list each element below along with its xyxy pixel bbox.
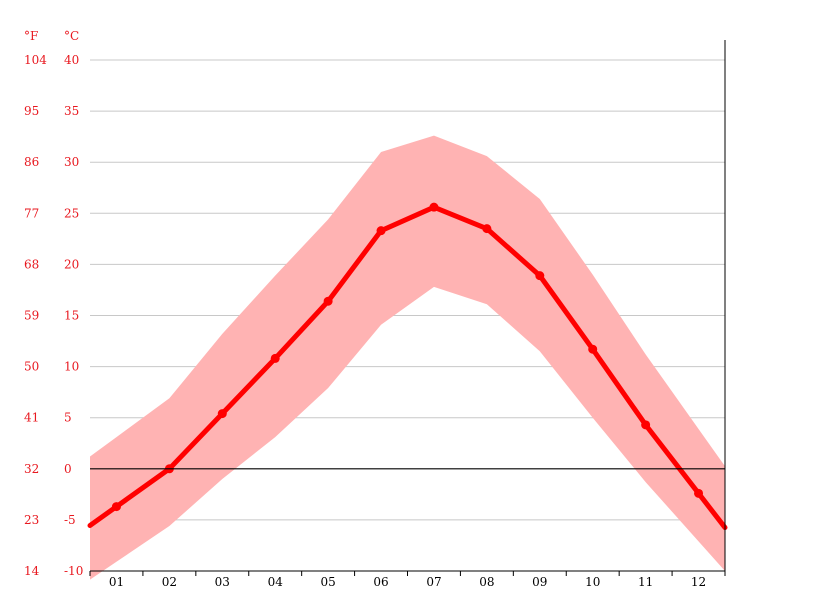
x-tick-label: 10 bbox=[585, 575, 600, 589]
data-point bbox=[323, 296, 333, 306]
x-tick-label: 01 bbox=[109, 575, 124, 589]
y-tick-fahrenheit: 14 bbox=[24, 564, 40, 578]
y-tick-celsius: 30 bbox=[64, 155, 79, 169]
y-tick-fahrenheit: 23 bbox=[24, 513, 39, 527]
y-tick-celsius: 0 bbox=[64, 462, 72, 476]
x-tick-label: 04 bbox=[268, 575, 284, 589]
y-tick-fahrenheit: 41 bbox=[24, 411, 39, 425]
y-tick-celsius: 5 bbox=[64, 411, 72, 425]
y-tick-fahrenheit: 32 bbox=[24, 462, 39, 476]
x-tick-label: 03 bbox=[215, 575, 230, 589]
x-tick-label: 05 bbox=[320, 575, 335, 589]
y-tick-fahrenheit: 86 bbox=[24, 155, 39, 169]
data-point bbox=[376, 226, 386, 236]
x-tick-label: 02 bbox=[162, 575, 177, 589]
y-tick-celsius: 40 bbox=[64, 53, 79, 67]
data-point bbox=[535, 271, 545, 281]
data-point bbox=[429, 202, 439, 212]
fahrenheit-unit-label: °F bbox=[24, 29, 38, 43]
y-tick-fahrenheit: 50 bbox=[24, 360, 39, 374]
y-tick-celsius: 35 bbox=[64, 104, 79, 118]
mean-temperature-line bbox=[87, 204, 728, 531]
data-point bbox=[482, 224, 492, 234]
axes bbox=[89, 40, 726, 576]
y-tick-fahrenheit: 104 bbox=[24, 53, 47, 67]
y-tick-fahrenheit: 95 bbox=[24, 104, 39, 118]
data-point bbox=[111, 502, 121, 512]
celsius-unit-label: °C bbox=[64, 29, 79, 43]
y-tick-celsius: 25 bbox=[64, 206, 79, 220]
x-tick-label: 07 bbox=[426, 575, 441, 589]
temperature-range-band bbox=[90, 135, 725, 580]
y-tick-celsius: 15 bbox=[64, 309, 79, 323]
x-tick-label: 06 bbox=[373, 575, 388, 589]
x-tick-label: 09 bbox=[532, 575, 547, 589]
y-tick-fahrenheit: 77 bbox=[24, 206, 39, 220]
temperature-range-band-layer bbox=[90, 135, 725, 580]
y-tick-celsius: -5 bbox=[64, 513, 76, 527]
y-tick-celsius: 10 bbox=[64, 360, 79, 374]
y-tick-fahrenheit: 68 bbox=[24, 257, 39, 271]
data-point bbox=[588, 344, 598, 354]
x-tick-label: 11 bbox=[638, 575, 653, 589]
data-point bbox=[641, 420, 651, 430]
y-tick-celsius: 20 bbox=[64, 257, 79, 271]
x-tick-label: 08 bbox=[479, 575, 494, 589]
mean-temperature-line-layer bbox=[87, 202, 728, 531]
data-point bbox=[694, 488, 704, 498]
y-tick-fahrenheit: 59 bbox=[24, 309, 39, 323]
y-tick-celsius: -10 bbox=[64, 564, 83, 578]
data-point bbox=[270, 353, 280, 363]
x-tick-label: 12 bbox=[691, 575, 706, 589]
data-point bbox=[217, 409, 227, 419]
tick-labels: 40104359530862577206815591050541032-523-… bbox=[24, 53, 706, 589]
